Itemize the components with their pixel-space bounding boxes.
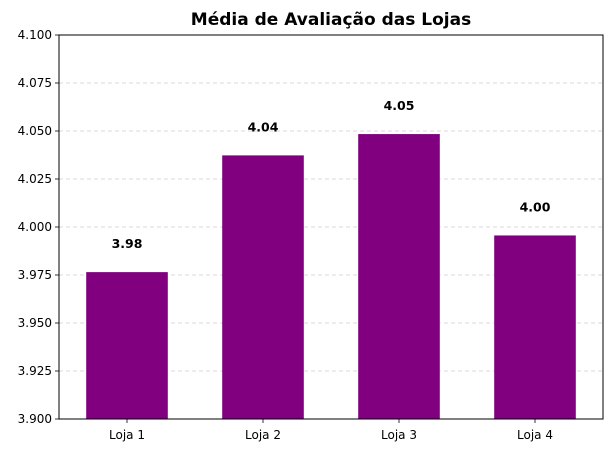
y-tick-label: 3.900 [18, 412, 52, 426]
x-axis-ticks: Loja 1 Loja 2 Loja 3 Loja 4 [109, 419, 553, 442]
data-label: 4.04 [248, 119, 279, 134]
chart-title: Média de Avaliação das Lojas [191, 10, 471, 30]
y-tick-label: 3.950 [18, 316, 52, 330]
x-tick-label: Loja 2 [245, 428, 281, 442]
y-tick-label: 4.100 [18, 28, 52, 42]
data-label: 3.98 [112, 236, 143, 251]
x-tick-label: Loja 1 [109, 428, 145, 442]
x-tick-label: Loja 3 [381, 428, 417, 442]
y-tick-label: 3.925 [18, 364, 52, 378]
bar [86, 272, 168, 419]
y-axis-ticks: 3.900 3.925 3.950 3.975 4.000 4.025 4.050 4.075… [18, 28, 59, 426]
bar [222, 155, 304, 419]
data-label: 4.05 [384, 98, 415, 113]
data-label: 4.00 [520, 199, 551, 214]
y-tick-label: 4.000 [18, 220, 52, 234]
data-labels: 3.98 4.04 4.05 4.00 [112, 98, 551, 251]
bar [358, 134, 440, 419]
y-tick-label: 4.075 [18, 76, 52, 90]
y-tick-label: 4.050 [18, 124, 52, 138]
bars [86, 134, 576, 419]
bar [494, 235, 576, 419]
x-tick-label: Loja 4 [517, 428, 553, 442]
y-tick-label: 4.025 [18, 172, 52, 186]
y-tick-label: 3.975 [18, 268, 52, 282]
